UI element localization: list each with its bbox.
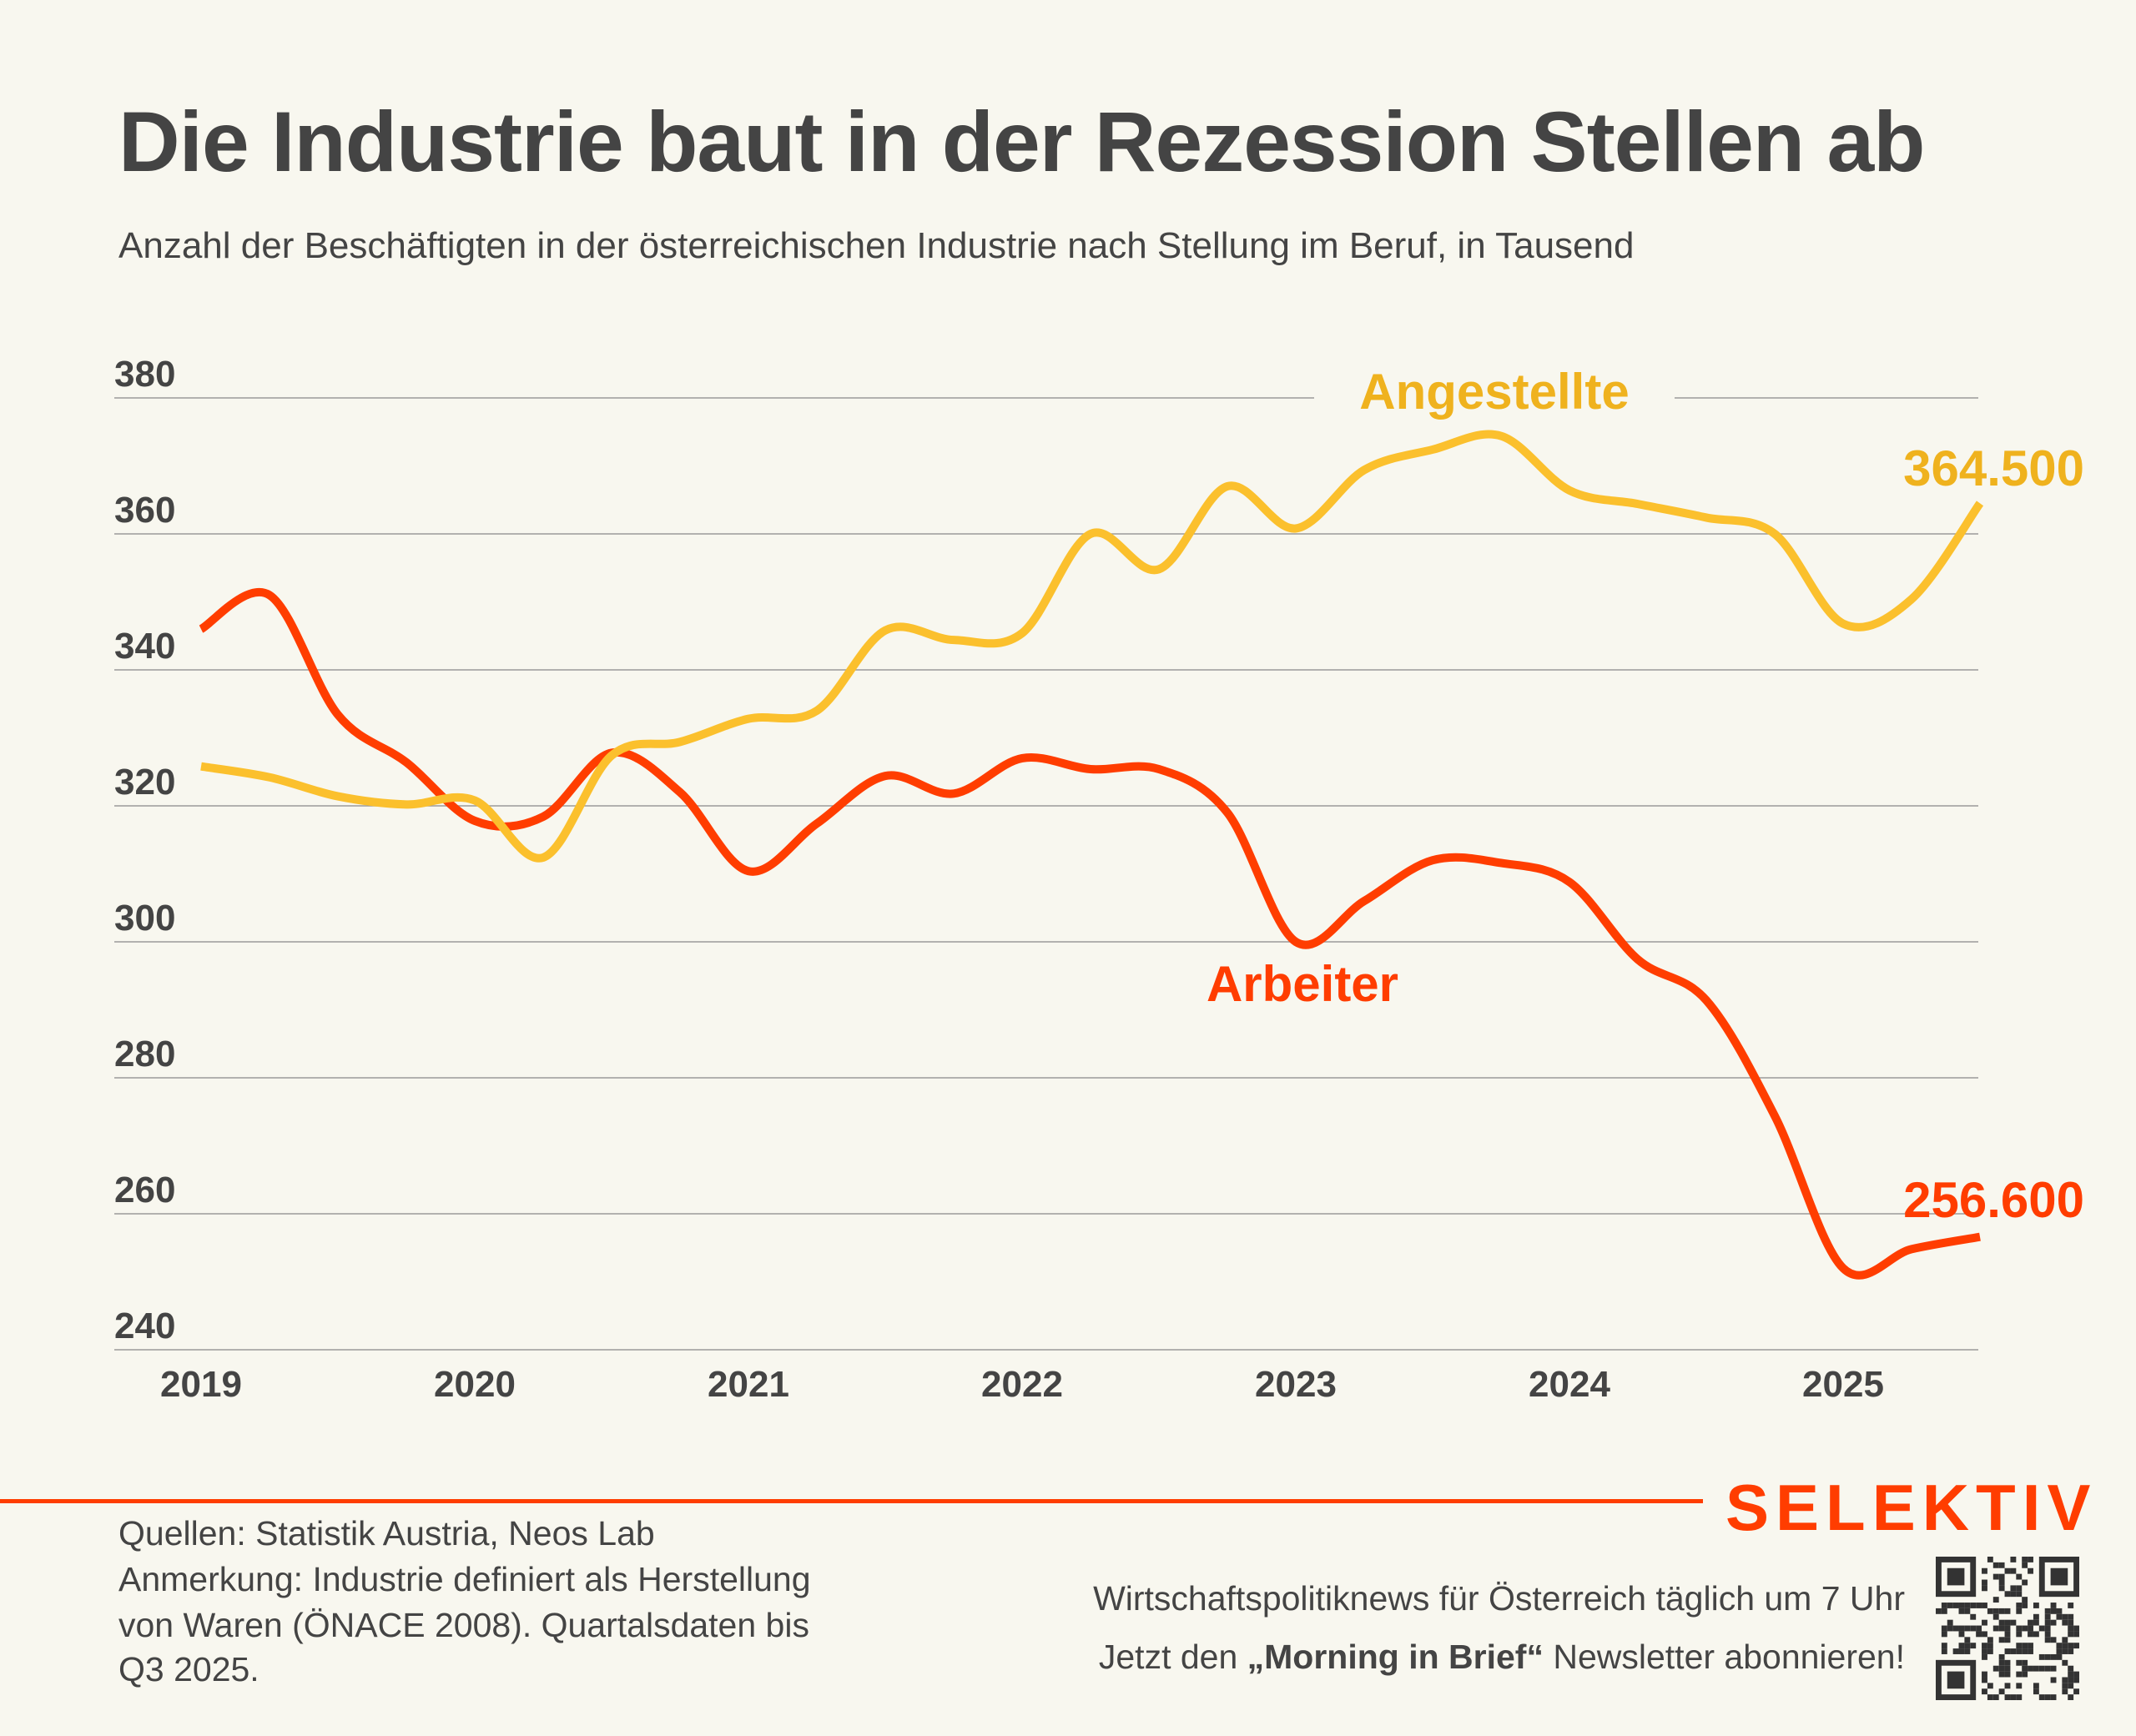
x-tick-label: 2022 [981, 1364, 1063, 1405]
x-tick-label: 2019 [160, 1364, 242, 1405]
y-tick-label: 260 [114, 1170, 175, 1210]
series-line-arbeiter [199, 588, 1981, 1280]
x-tick-label: 2021 [708, 1364, 789, 1405]
note-line-3: Q3 2025. [118, 1650, 259, 1688]
series-label-angestellte: Angestellte [1359, 364, 1629, 420]
qr-code-icon[interactable] [1936, 1557, 2079, 1700]
brand-logo: SELEKTIV [1725, 1471, 2098, 1544]
y-tick-label: 240 [114, 1306, 175, 1346]
chart-title: Die Industrie baut in der Rezession Stel… [118, 94, 1925, 189]
x-tick-label: 2020 [434, 1364, 516, 1405]
footer-divider [0, 1499, 1703, 1503]
note-line-2: von Waren (ÖNACE 2008). Quartalsdaten bi… [118, 1606, 809, 1644]
x-tick-label: 2025 [1802, 1364, 1884, 1405]
end-value-label-arbeiter: 256.600 [1903, 1172, 2084, 1228]
y-tick-label: 320 [114, 762, 175, 803]
label-background [1314, 367, 1675, 425]
chart-subtitle: Anzahl der Beschäftigten in der österrei… [118, 225, 1635, 266]
y-tick-label: 300 [114, 898, 175, 938]
y-tick-label: 280 [114, 1034, 175, 1074]
promo-post: Newsletter abonnieren! [1543, 1638, 1905, 1676]
series-label-arbeiter: Arbeiter [1207, 956, 1398, 1012]
line-chart: 240 260 280 300 320 340 360 380 2019 2020 2021 202… [114, 354, 2084, 1405]
y-tick-label: 340 [114, 626, 175, 667]
y-tick-label: 360 [114, 490, 175, 531]
note-line-1: Anmerkung: Industrie definiert als Herst… [118, 1560, 811, 1598]
y-tick-label: 380 [114, 354, 175, 395]
promo-line-2[interactable]: Jetzt den „Morning in Brief“ Newsletter … [1099, 1638, 1905, 1677]
x-tick-label: 2023 [1255, 1364, 1337, 1405]
x-tick-label: 2024 [1529, 1364, 1610, 1405]
promo-line-1: Wirtschaftspolitiknews für Österreich tä… [1093, 1579, 1905, 1618]
newsletter-name: „Morning in Brief“ [1247, 1638, 1544, 1676]
promo-pre: Jetzt den [1098, 1638, 1247, 1676]
end-value-label-angestellte: 364.500 [1903, 440, 2084, 496]
series-line-angestellte [200, 430, 1984, 863]
sources-text: Quellen: Statistik Austria, Neos Lab [118, 1514, 655, 1552]
